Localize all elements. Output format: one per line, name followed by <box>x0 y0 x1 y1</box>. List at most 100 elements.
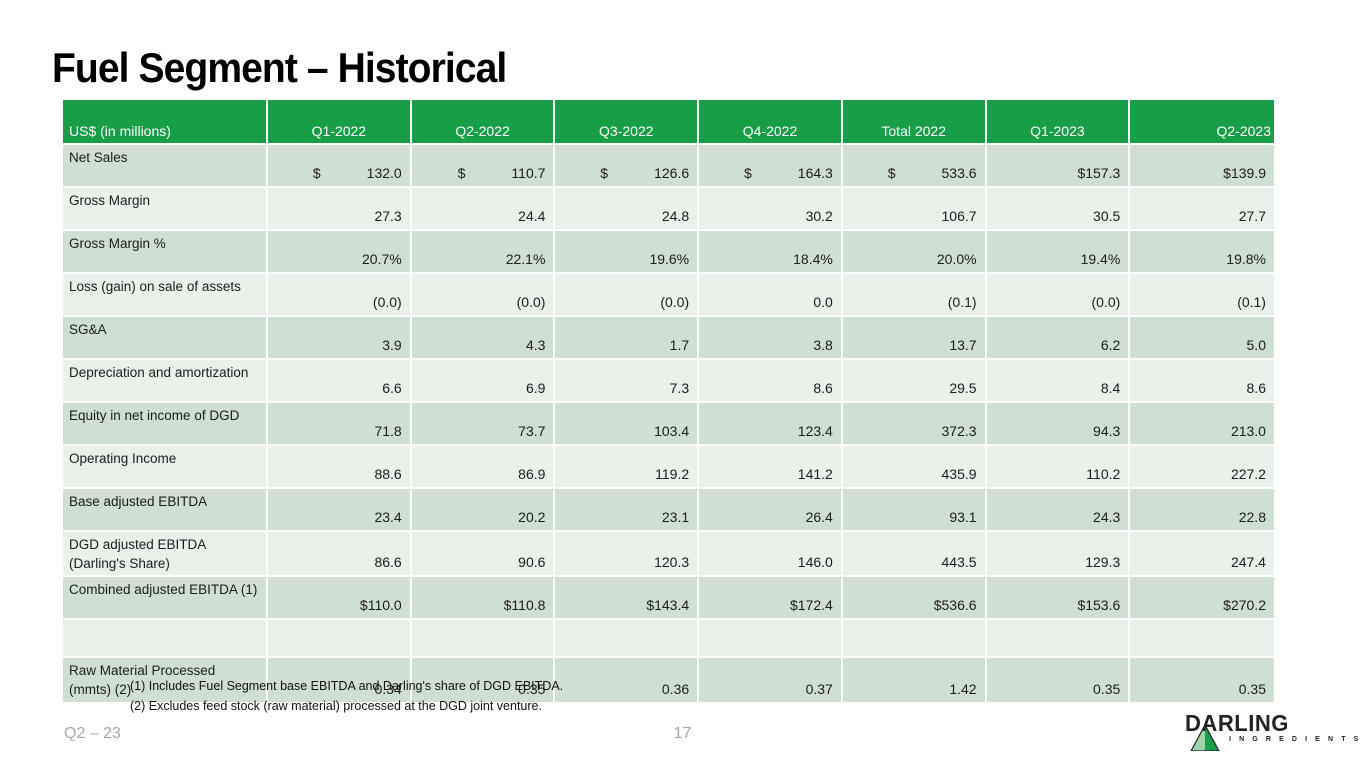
table-row <box>63 620 1274 659</box>
value-cell: 1.42 <box>843 658 987 703</box>
table-row: DGD adjusted EBITDA (Darling's Share) 86.… <box>63 532 1274 578</box>
value-cell: $139.9 <box>1130 145 1274 186</box>
slide-title: Fuel Segment – Historical <box>52 44 507 91</box>
cell-value: 0.35 <box>1093 681 1121 698</box>
value-cell: 8.6 <box>699 360 843 401</box>
value-cell: $143.4 <box>555 577 700 619</box>
cell-value: 8.6 <box>813 380 833 396</box>
column-header: Q2-2022 <box>412 100 556 143</box>
value-cell: 93.1 <box>843 489 987 530</box>
value-cell <box>987 620 1131 657</box>
cell-value: 0.0 <box>813 294 833 310</box>
table-row: Raw Material Processed (mmts) (2) 0.34 0.3… <box>63 658 1274 705</box>
cell-value: 71.8 <box>374 423 402 439</box>
value-cell <box>268 620 412 657</box>
value-cell: $533.6 <box>843 145 987 186</box>
table-header-row: US$ (in millions) Q1-2022 Q2-2022 Q3-2022 Q4… <box>63 100 1274 145</box>
cell-value: 1.42 <box>949 681 977 698</box>
cell-value: 27.7 <box>1238 208 1266 224</box>
value-cell: 29.5 <box>843 360 987 401</box>
table-row: Combined adjusted EBITDA (1) $110.0 $110.8… <box>63 577 1274 621</box>
value-cell: 372.3 <box>843 403 987 444</box>
cell-value: 94.3 <box>1093 423 1121 439</box>
row-label: Gross Margin <box>63 188 268 229</box>
cell-value: 3.9 <box>382 337 402 353</box>
column-header: Q1-2023 <box>987 100 1131 143</box>
cell-value: 0.34 <box>374 681 402 698</box>
cell-value: 0.37 <box>805 681 833 698</box>
row-label: Operating Income <box>63 446 268 487</box>
cell-value: 23.1 <box>661 509 690 525</box>
value-cell: 30.2 <box>699 188 843 229</box>
cell-value: 19.4% <box>1080 251 1121 267</box>
value-cell: 6.6 <box>268 360 412 401</box>
value-cell: 0.37 <box>699 658 843 703</box>
table-row: SG&A 3.9 4.3 1.7 3.8 13.7 6.2 5.0 <box>63 317 1274 360</box>
row-label: Net Sales <box>63 145 268 186</box>
cell-value: 26.4 <box>805 509 833 525</box>
value-cell: 19.8% <box>1130 231 1274 272</box>
table-row: Loss (gain) on sale of assets (0.0) (0.0) (… <box>63 274 1274 317</box>
value-cell: (0.0) <box>268 274 412 315</box>
cell-value: 372.3 <box>941 423 977 439</box>
value-cell: 443.5 <box>843 532 987 576</box>
row-label: Gross Margin % <box>63 231 268 272</box>
cell-value: 20.7% <box>362 251 402 267</box>
value-cell: 22.1% <box>412 231 556 272</box>
table-row: Net Sales $132.0 $110.7 $126.6 $164.3 $533.6 $… <box>63 145 1274 188</box>
currency-symbol: $ <box>600 165 609 181</box>
value-cell: $270.2 <box>1130 577 1274 618</box>
cell-value: 13.7 <box>949 337 977 353</box>
value-cell: 3.9 <box>268 317 412 358</box>
value-cell: (0.1) <box>1130 274 1274 315</box>
cell-value: 90.6 <box>518 554 546 571</box>
value-cell: 26.4 <box>699 489 843 530</box>
cell-value: 103.4 <box>654 423 690 439</box>
value-cell: $132.0 <box>268 145 412 186</box>
cell-value: 86.6 <box>374 554 402 571</box>
value-cell: 86.9 <box>412 446 556 487</box>
value-cell: 119.2 <box>555 446 700 487</box>
row-label: Raw Material Processed (mmts) (2) <box>63 658 268 703</box>
cell-value: $270.2 <box>1223 597 1266 614</box>
cell-value: 6.9 <box>525 380 546 396</box>
value-cell: $110.0 <box>268 577 412 619</box>
cell-value: 30.2 <box>805 208 833 224</box>
value-cell: 30.5 <box>987 188 1131 229</box>
cell-value: 213.0 <box>1230 423 1266 439</box>
value-cell: 435.9 <box>843 446 987 487</box>
value-cell: 0.34 <box>268 658 412 703</box>
table-row: Gross Margin % 20.7% 22.1% 19.6% 18.4% 20.0% 1… <box>63 231 1274 274</box>
value-cell: 0.35 <box>987 658 1131 703</box>
value-cell: 213.0 <box>1130 403 1274 444</box>
value-cell: 3.8 <box>699 317 843 358</box>
value-cell: 20.2 <box>412 489 556 530</box>
cell-value: 22.1% <box>505 251 546 267</box>
cell-value: (0.0) <box>372 294 402 310</box>
cell-value: 18.4% <box>793 251 833 267</box>
value-cell: 8.4 <box>987 360 1131 401</box>
cell-value: 132.0 <box>366 165 402 181</box>
cell-value: 120.3 <box>654 554 690 571</box>
cell-value: 93.1 <box>949 509 977 525</box>
value-cell: $110.7 <box>412 145 556 186</box>
cell-value: $536.6 <box>933 597 977 614</box>
value-cell <box>412 620 556 657</box>
cell-value: 30.5 <box>1093 208 1121 224</box>
cell-value: 0.35 <box>1238 681 1266 698</box>
value-cell: 18.4% <box>699 231 843 272</box>
value-cell: 123.4 <box>699 403 843 444</box>
cell-value: $139.9 <box>1223 165 1266 181</box>
value-cell: 20.0% <box>843 231 987 272</box>
row-label: DGD adjusted EBITDA (Darling's Share) <box>63 532 268 576</box>
cell-value: 22.8 <box>1238 509 1266 525</box>
cell-value: 23.4 <box>374 509 402 525</box>
value-cell <box>843 620 987 657</box>
value-cell: 0.35 <box>1130 658 1274 702</box>
value-cell: 0.0 <box>699 274 843 315</box>
cell-value: 24.8 <box>661 208 690 224</box>
cell-value: (0.1) <box>1237 294 1266 310</box>
cell-value: 0.35 <box>518 681 546 698</box>
cell-value: 443.5 <box>941 554 977 571</box>
cell-value: 435.9 <box>941 466 977 482</box>
